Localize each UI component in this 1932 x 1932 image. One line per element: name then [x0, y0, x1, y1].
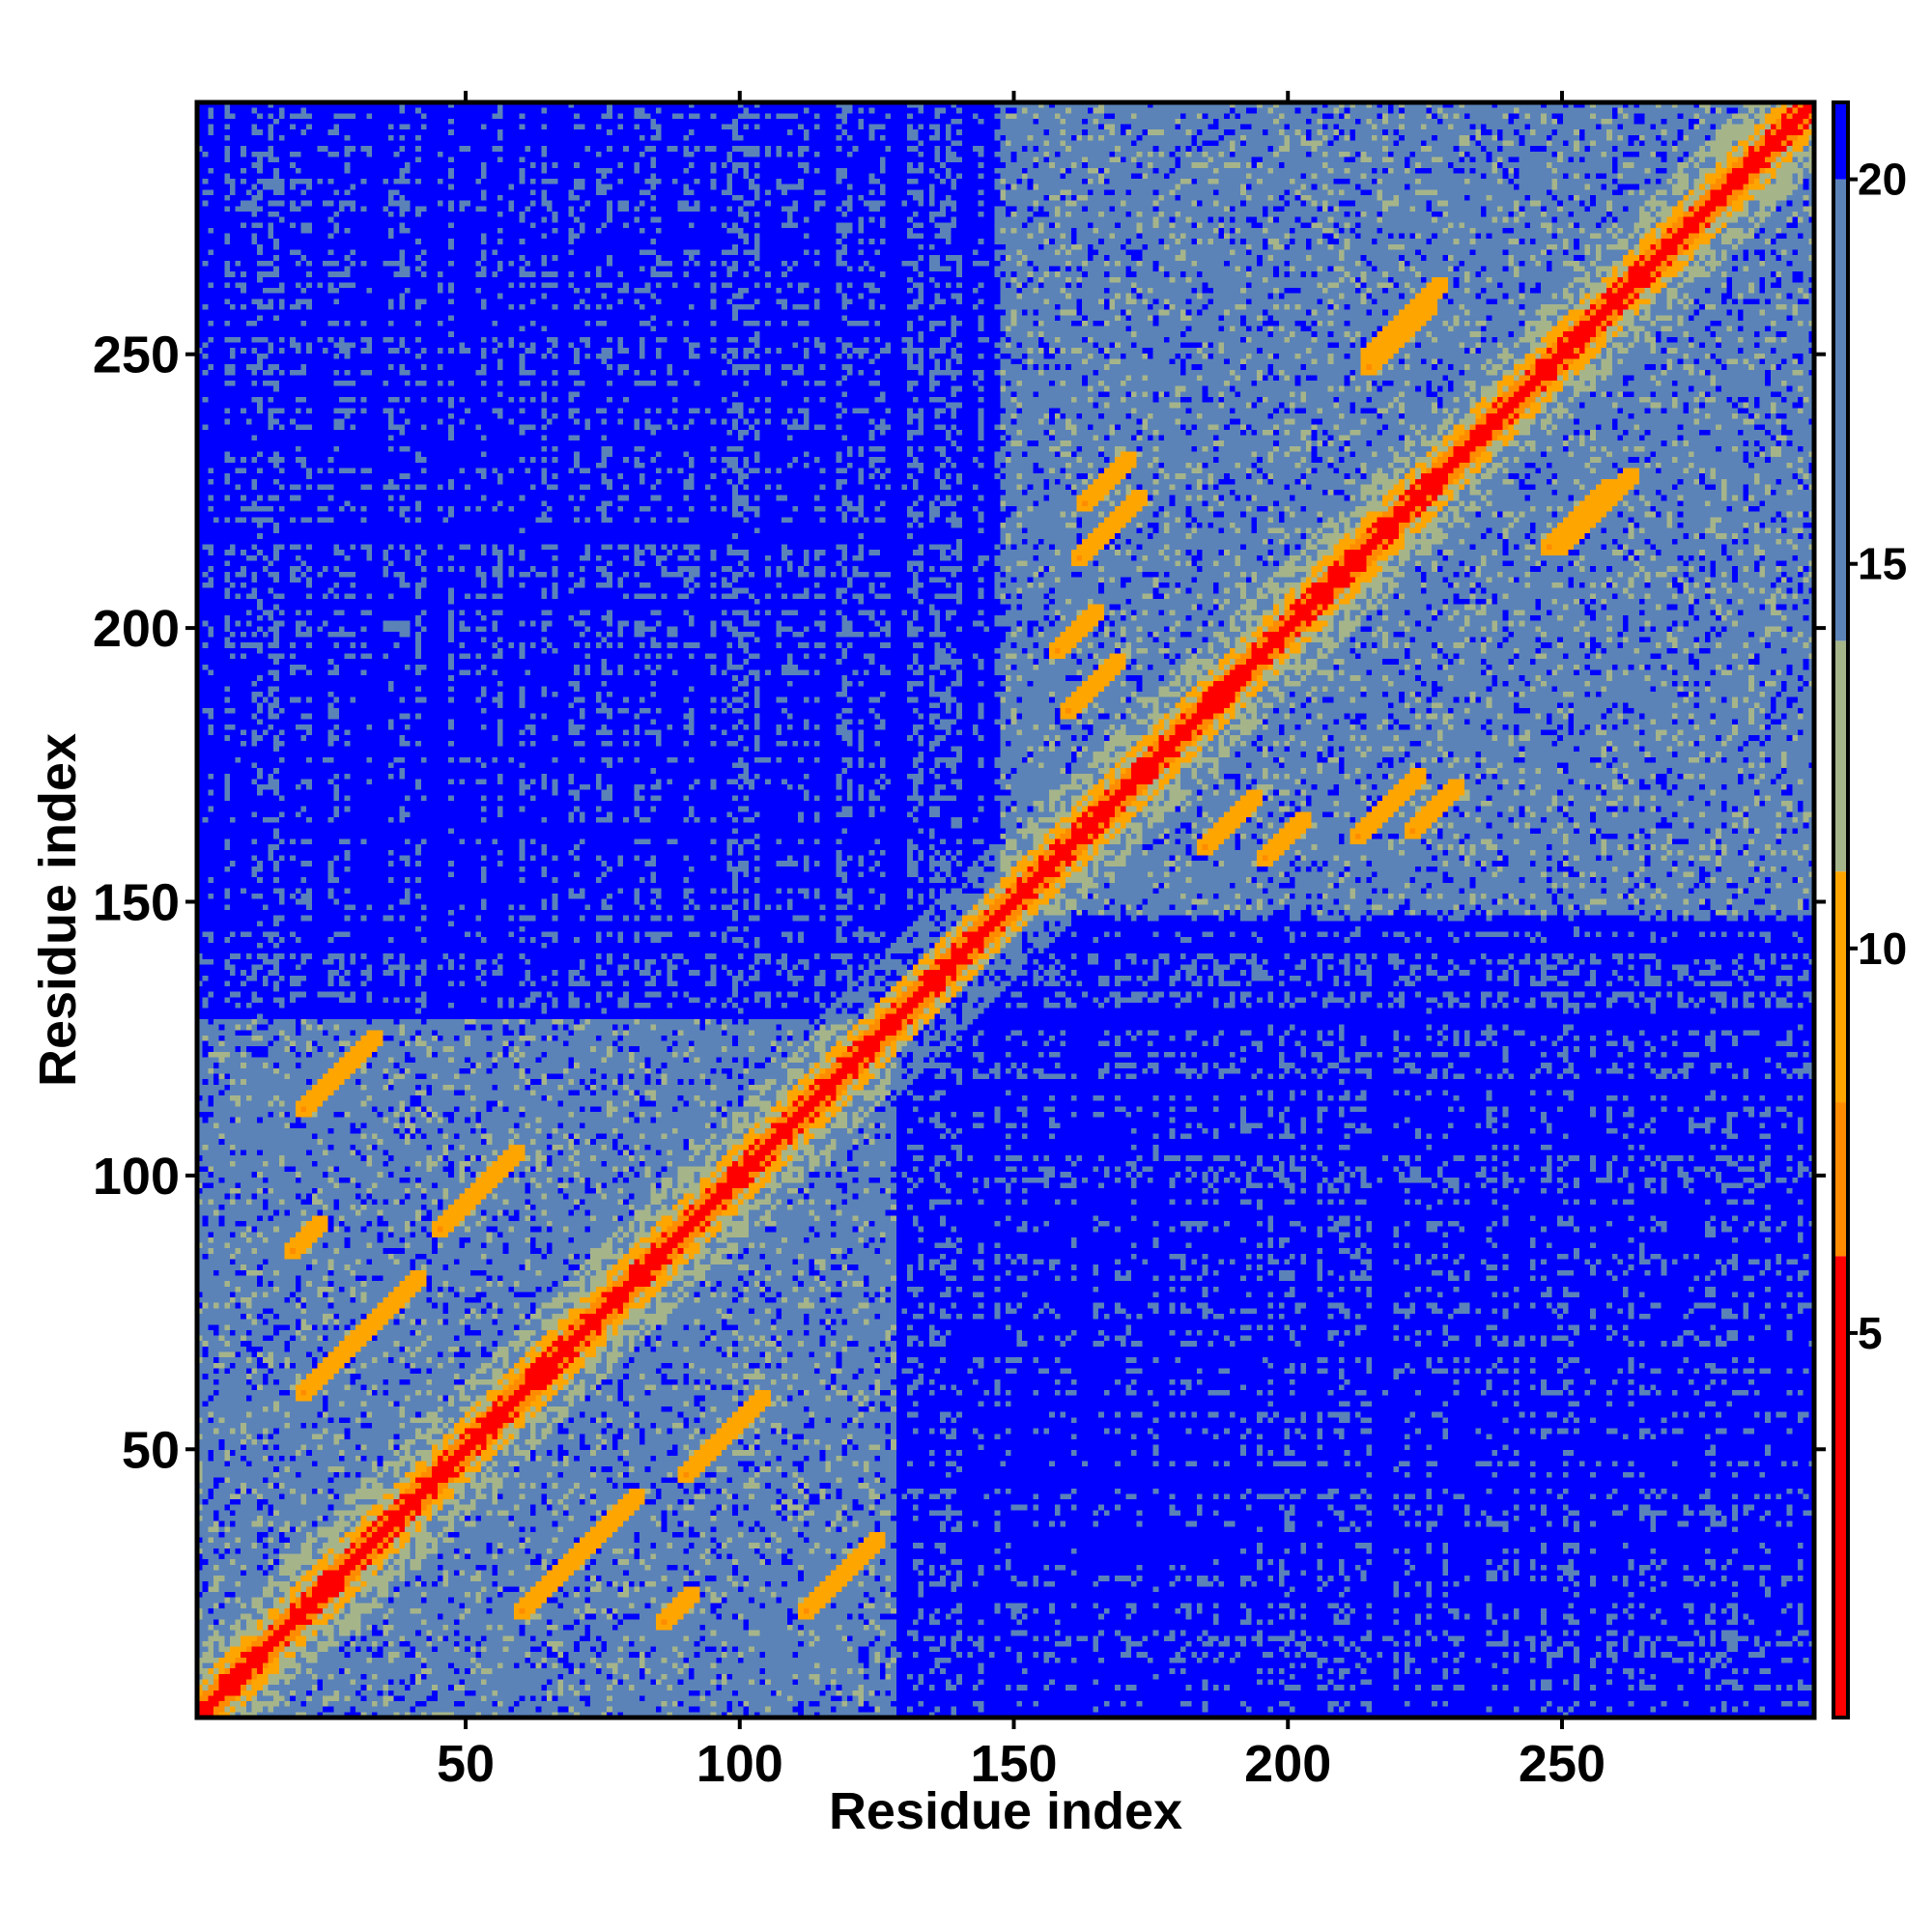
- y-tick-label: 250: [93, 327, 180, 384]
- y-tick-label: 150: [93, 873, 180, 931]
- x-tick-label: 250: [1519, 1735, 1605, 1793]
- colorbar: 5 10 15 20: [1832, 100, 1907, 1719]
- colorbar-frame: [1832, 100, 1850, 1719]
- y-tick-label: 50: [122, 1421, 180, 1479]
- x-axis-title: Residue index: [829, 1782, 1182, 1840]
- colorbar-tick-label: 5: [1858, 1308, 1883, 1358]
- colorbar-segment: [1833, 1256, 1848, 1718]
- x-tick-label: 100: [696, 1735, 783, 1793]
- y-tick-label: 100: [93, 1148, 180, 1206]
- colorbar-segment: [1833, 102, 1848, 180]
- colorbar-segment: [1833, 1102, 1848, 1257]
- x-axis-ticks: 50 100 150 200 250: [437, 91, 1605, 1793]
- y-tick-label: 200: [93, 600, 180, 658]
- colorbar-tick-label: 15: [1858, 539, 1907, 589]
- colorbar-segment: [1833, 640, 1848, 872]
- x-tick-label: 150: [970, 1735, 1057, 1793]
- x-tick-label: 200: [1244, 1735, 1331, 1793]
- y-axis-title: Residue index: [29, 733, 87, 1087]
- colorbar-tick-label: 20: [1858, 155, 1907, 205]
- heatmap-cells: [197, 102, 1814, 1718]
- x-tick-label: 50: [437, 1735, 495, 1793]
- colorbar-tick-label: 10: [1858, 923, 1907, 974]
- heatmap: [197, 102, 1814, 1718]
- plot-frame: [194, 99, 1817, 1720]
- colorbar-segment: [1833, 871, 1848, 1103]
- colorbar-segment: [1833, 179, 1848, 641]
- y-axis-ticks: 50 100 150 200 250: [93, 327, 1826, 1479]
